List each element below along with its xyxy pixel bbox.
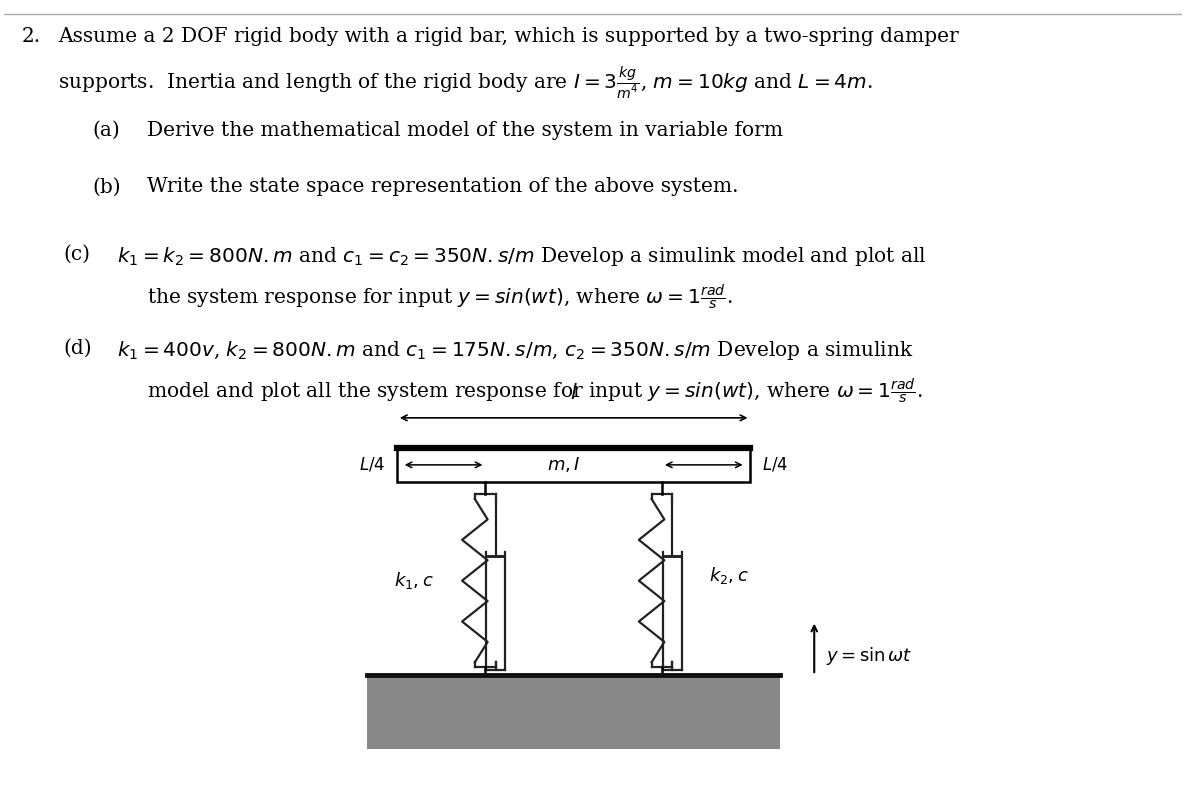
Text: (b): (b) bbox=[92, 178, 121, 196]
Text: supports.  Inertia and length of the rigid body are $I = 3\frac{kg}{m^4}$, $m = : supports. Inertia and length of the rigi… bbox=[58, 65, 872, 101]
Text: (a): (a) bbox=[92, 121, 120, 140]
Text: $m, I$: $m, I$ bbox=[547, 456, 581, 474]
Text: $l$: $l$ bbox=[570, 383, 577, 403]
Text: model and plot all the system response for input $y = sin(wt)$, where $\omega = : model and plot all the system response f… bbox=[146, 377, 923, 406]
Text: $k_1 = 400v$, $k_2 = 800N.m$ and $c_1 = 175N.s/m$, $c_2 = 350N.s/m$ Develop a si: $k_1 = 400v$, $k_2 = 800N.m$ and $c_1 = … bbox=[118, 339, 913, 362]
Text: $k_1, c$: $k_1, c$ bbox=[395, 570, 434, 591]
Text: $L/4$: $L/4$ bbox=[359, 456, 385, 473]
Bar bbox=[367, 675, 780, 749]
Text: Write the state space representation of the above system.: Write the state space representation of … bbox=[146, 178, 738, 196]
Text: $L/4$: $L/4$ bbox=[762, 456, 788, 473]
Text: Derive the mathematical model of the system in variable form: Derive the mathematical model of the sys… bbox=[146, 121, 782, 140]
Text: $y = \sin \omega t$: $y = \sin \omega t$ bbox=[826, 646, 913, 667]
Text: (c): (c) bbox=[64, 245, 90, 264]
Text: $k_2, c$: $k_2, c$ bbox=[709, 566, 749, 587]
Text: $k_1 = k_2 = 800N.m$ and $c_1 = c_2 = 350N.s/m$ Develop a simulink model and plo: $k_1 = k_2 = 800N.m$ and $c_1 = c_2 = 35… bbox=[118, 245, 926, 268]
Text: Assume a 2 DOF rigid body with a rigid bar, which is supported by a two-spring d: Assume a 2 DOF rigid body with a rigid b… bbox=[58, 27, 959, 46]
Bar bbox=[397, 448, 750, 482]
Text: the system response for input $y = sin(wt)$, where $\omega = 1\frac{rad}{s}$.: the system response for input $y = sin(w… bbox=[146, 283, 732, 312]
Text: (d): (d) bbox=[64, 339, 91, 358]
Text: 2.: 2. bbox=[22, 27, 41, 46]
